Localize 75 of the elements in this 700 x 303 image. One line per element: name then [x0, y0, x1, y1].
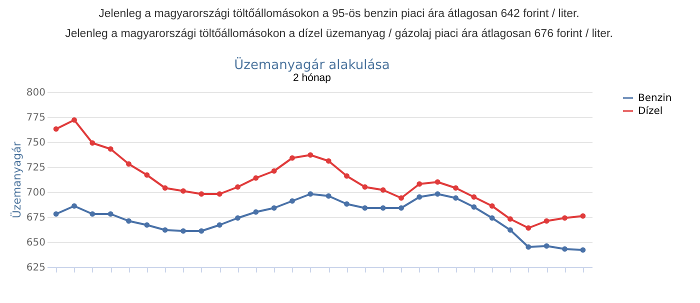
- point: [126, 218, 132, 224]
- point: [198, 191, 204, 197]
- point: [562, 215, 568, 221]
- y-tick-label: 625: [26, 262, 46, 274]
- point: [544, 243, 550, 249]
- y-tick-label: 750: [26, 138, 46, 148]
- point: [544, 218, 550, 224]
- point: [126, 161, 132, 167]
- point: [271, 205, 277, 211]
- point: [508, 227, 513, 233]
- point: [180, 188, 186, 194]
- point: [90, 211, 96, 217]
- point: [144, 172, 150, 178]
- point: [398, 195, 404, 201]
- legend-label: Dízel: [638, 106, 663, 117]
- y-tick-label: 775: [26, 112, 46, 124]
- point: [271, 168, 277, 174]
- point: [380, 205, 386, 211]
- point: [471, 204, 477, 210]
- point: [308, 152, 314, 158]
- point: [326, 158, 332, 164]
- point: [290, 155, 295, 161]
- point: [235, 184, 240, 190]
- point: [362, 205, 368, 211]
- point: [416, 194, 422, 200]
- chart-title: Üzemanyagár alakulása: [234, 57, 390, 73]
- point: [398, 205, 404, 211]
- point: [434, 191, 440, 197]
- point: [180, 228, 186, 234]
- point: [344, 173, 350, 179]
- point: [471, 194, 477, 200]
- y-tick-label: 700: [26, 188, 46, 198]
- point: [362, 184, 368, 190]
- point: [290, 198, 295, 204]
- point: [326, 193, 332, 199]
- point: [108, 146, 114, 152]
- point: [253, 209, 259, 215]
- point: [453, 195, 458, 201]
- y-tick-label: 725: [26, 162, 46, 174]
- point: [235, 215, 240, 221]
- y-tick-label: 650: [26, 238, 46, 248]
- point: [580, 213, 586, 219]
- point: [162, 185, 168, 191]
- point: [144, 222, 150, 228]
- y-axis-title: Üzemanyagár: [9, 141, 24, 218]
- point: [216, 191, 222, 197]
- point: [562, 246, 568, 252]
- point: [108, 211, 114, 217]
- point: [90, 140, 96, 146]
- point: [308, 191, 314, 197]
- legend-label: Benzin: [638, 93, 672, 104]
- text: Jelenleg a magyarországi töltőállomásokon a 95-ös benzin piaci ára átlagosan 642 forint / liter.: [98, 8, 580, 20]
- point: [489, 215, 495, 221]
- point: [489, 203, 495, 209]
- point: [526, 244, 532, 250]
- point: [453, 185, 458, 191]
- point: [53, 211, 59, 217]
- point: [253, 175, 259, 181]
- point: [580, 247, 586, 253]
- point: [380, 187, 386, 193]
- point: [508, 216, 513, 222]
- point: [434, 179, 440, 185]
- point: [162, 227, 168, 233]
- point: [526, 225, 532, 231]
- point: [416, 181, 422, 187]
- point: [72, 117, 77, 123]
- point: [53, 126, 59, 132]
- y-tick-label: 675: [26, 212, 46, 224]
- point: [72, 203, 77, 209]
- text: Jelenleg a magyarországi töltőállomásokon a dízel üzemanyag / gázolaj piaci ára átlagosan 676 forint / liter.: [65, 28, 613, 40]
- point: [344, 201, 350, 207]
- text: 2 hónap: [293, 72, 332, 84]
- point: [198, 228, 204, 234]
- point: [216, 222, 222, 228]
- y-tick-label: 800: [26, 88, 46, 98]
